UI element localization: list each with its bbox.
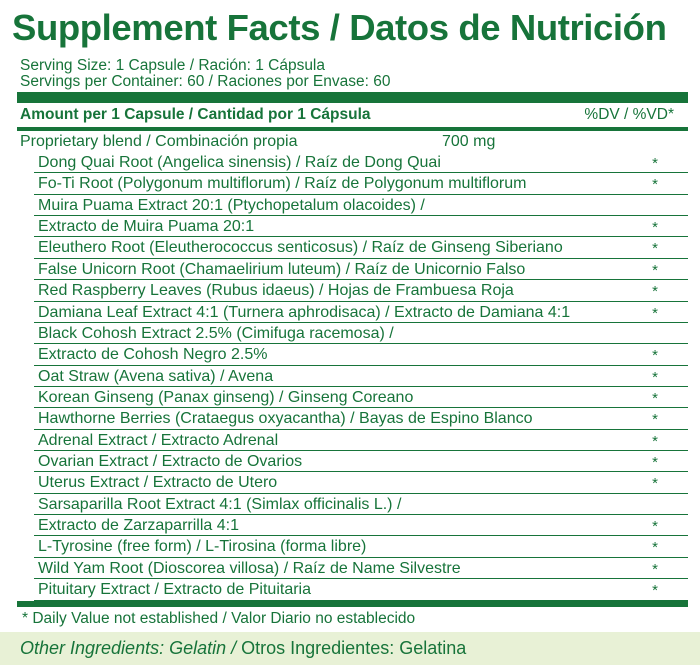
servings-per-container: Servings per Container: 60 / Raciones po… — [20, 73, 391, 90]
ingredient-dv: * — [652, 304, 658, 322]
ingredient-row: Damiana Leaf Extract 4:1 (Turnera aphrod… — [34, 302, 688, 323]
ingredient-dv: * — [652, 518, 658, 536]
ingredient-dv: * — [652, 261, 658, 279]
ingredient-row: False Unicorn Root (Chamaelirium luteum)… — [34, 259, 688, 281]
ingredient-row: Hawthorne Berries (Crataegus oxyacantha)… — [34, 408, 688, 430]
ingredient-row: L-Tyrosine (free form) / L-Tirosina (for… — [34, 536, 688, 558]
ingredient-name: Fo-Ti Root (Polygonum multiflorum) / Raí… — [38, 175, 527, 193]
ingredient-row: Eleuthero Root (Eleutherococcus senticos… — [34, 237, 688, 259]
ingredient-name: Ovarian Extract / Extracto de Ovarios — [38, 453, 303, 471]
ingredient-row: Uterus Extract / Extracto de Utero * — [34, 472, 688, 494]
thick-rule — [17, 92, 688, 103]
ingredient-name: Pituitary Extract / Extracto de Pituitar… — [38, 581, 311, 599]
ingredient-name: Extracto de Zarzaparrilla 4:1 — [38, 517, 239, 535]
ingredient-name: Uterus Extract / Extracto de Utero — [38, 474, 278, 492]
ingredient-row: Red Raspberry Leaves (Rubus idaeus) / Ho… — [34, 280, 688, 302]
ingredient-name: Adrenal Extract / Extracto Adrenal — [38, 431, 279, 449]
ingredient-name: Dong Quai Root (Angelica sinensis) / Raí… — [38, 154, 441, 171]
facts-title: Supplement Facts / Datos de Nutrición — [12, 7, 667, 48]
ingredient-name: Wild Yam Root (Dioscorea villosa) / Raíz… — [38, 559, 461, 577]
ingredient-row: Wild Yam Root (Dioscorea villosa) / Raíz… — [34, 558, 688, 580]
ingredient-dv: * — [652, 454, 658, 472]
ingredient-row: Pituitary Extract / Extracto de Pituitar… — [34, 579, 688, 601]
ingredient-name: Extracto de Muira Puama 20:1 — [38, 218, 255, 236]
ingredient-row: Extracto de Zarzaparrilla 4:1 * — [34, 515, 688, 537]
ingredient-row: Fo-Ti Root (Polygonum multiflorum) / Raí… — [34, 173, 688, 195]
amount-header: Amount per 1 Capsule / Cantidad por 1 Cá… — [20, 106, 371, 123]
ingredient-name: Eleuthero Root (Eleutherococcus senticos… — [38, 239, 563, 257]
ingredient-row: Extracto de Muira Puama 20:1 * — [34, 216, 688, 238]
ingredient-list: Dong Quai Root (Angelica sinensis) / Raí… — [0, 152, 700, 601]
ingredient-dv: * — [652, 283, 658, 301]
medium-rule — [17, 127, 688, 131]
ingredient-name: Damiana Leaf Extract 4:1 (Turnera aphrod… — [38, 303, 571, 321]
ingredient-row: Dong Quai Root (Angelica sinensis) / Raí… — [34, 152, 688, 174]
ingredient-dv: * — [652, 389, 658, 407]
ingredient-name: Korean Ginseng (Panax ginseng) / Ginseng… — [38, 388, 414, 406]
supplement-facts-panel — [0, 0, 700, 632]
bottom-rule — [17, 601, 688, 607]
ingredient-name: Hawthorne Berries (Crataegus oxyacantha)… — [38, 410, 533, 428]
ingredient-name: Black Cohosh Extract 2.5% (Cimifuga race… — [38, 324, 394, 342]
ingredient-row: Muira Puama Extract 20:1 (Ptychopetalum … — [34, 195, 688, 217]
ingredient-dv: * — [652, 347, 658, 365]
ingredient-dv: * — [652, 560, 658, 578]
proprietary-blend-row: Proprietary blend / Combinación propia 7… — [20, 131, 680, 152]
ingredient-dv: * — [652, 582, 658, 600]
ingredient-dv: * — [652, 539, 658, 557]
ingredient-dv: * — [652, 475, 658, 493]
ingredient-dv: * — [652, 432, 658, 450]
ingredient-dv: * — [652, 368, 658, 386]
other-ingredients-spanish: Otros Ingredientes: Gelatina — [236, 638, 467, 658]
ingredient-row: Adrenal Extract / Extracto Adrenal * — [34, 430, 688, 452]
ingredient-row: Extracto de Cohosh Negro 2.5% * — [34, 344, 688, 366]
ingredient-dv: * — [652, 219, 658, 237]
ingredient-name: Red Raspberry Leaves (Rubus idaeus) / Ho… — [38, 282, 514, 300]
serving-size: Serving Size: 1 Capsule / Ración: 1 Cáps… — [20, 57, 325, 74]
ingredient-row: Sarsaparilla Root Extract 4:1 (Simlax of… — [34, 494, 688, 516]
ingredient-dv: * — [652, 176, 658, 194]
ingredient-row: Oat Straw (Avena sativa) / Avena * — [34, 366, 688, 387]
ingredient-name: Extracto de Cohosh Negro 2.5% — [38, 346, 268, 364]
blend-name: Proprietary blend / Combinación propia — [20, 133, 298, 150]
ingredient-row: Black Cohosh Extract 2.5% (Cimifuga race… — [34, 323, 688, 345]
ingredient-row: Ovarian Extract / Extracto de Ovarios * — [34, 451, 688, 473]
ingredient-name: Oat Straw (Avena sativa) / Avena — [38, 367, 274, 385]
other-ingredients: Other Ingredients: Gelatin / Otros Ingre… — [20, 636, 466, 660]
dv-header: %DV / %VD* — [584, 106, 674, 123]
blend-amount: 700 mg — [442, 133, 496, 150]
ingredient-row: Korean Ginseng (Panax ginseng) / Ginseng… — [34, 387, 688, 409]
ingredient-name: Sarsaparilla Root Extract 4:1 (Simlax of… — [38, 495, 402, 513]
ingredient-name: False Unicorn Root (Chamaelirium luteum)… — [38, 260, 526, 278]
ingredient-dv: * — [652, 411, 658, 429]
amount-header-row: Amount per 1 Capsule / Cantidad por 1 Cá… — [20, 104, 684, 126]
daily-value-note: * Daily Value not established / Valor Di… — [22, 610, 416, 627]
ingredient-name: Muira Puama Extract 20:1 (Ptychopetalum … — [38, 196, 425, 214]
other-ingredients-label: Other Ingredients: Gelatin / — [20, 638, 237, 658]
ingredient-dv: * — [652, 240, 658, 258]
ingredient-dv: * — [652, 155, 658, 172]
ingredient-name: L-Tyrosine (free form) / L-Tirosina (for… — [38, 538, 367, 556]
